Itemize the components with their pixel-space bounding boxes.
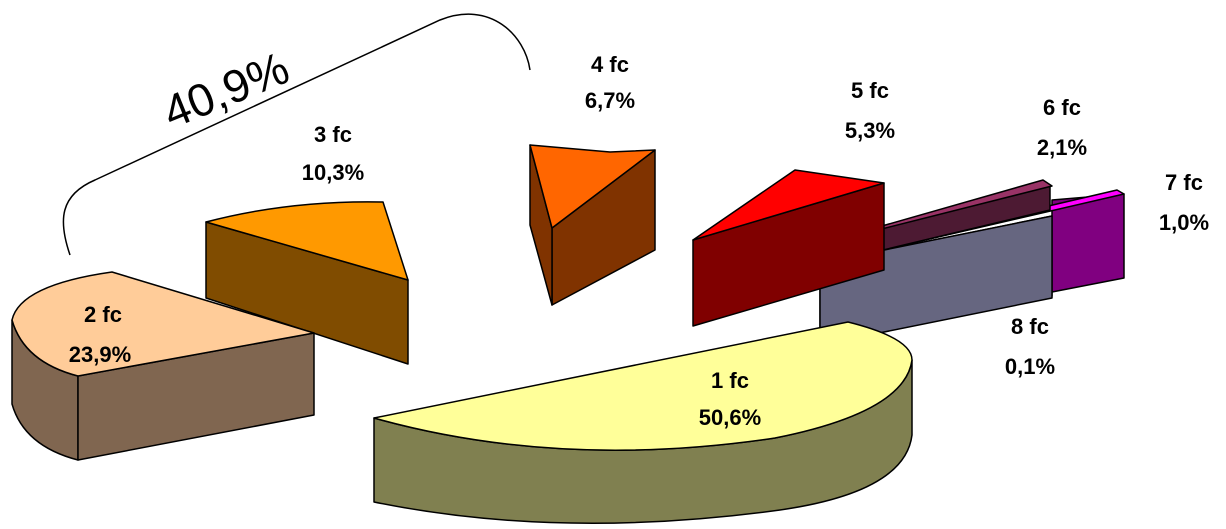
slice-8-value-label: 0,1%: [1005, 354, 1055, 379]
slice-5-fc: [692, 169, 885, 327]
slice-6-fc: [832, 179, 1053, 263]
slice-2-value-label: 23,9%: [69, 342, 131, 367]
slice-2-category-label: 2 fc: [84, 302, 122, 327]
slice-3-fc: [205, 201, 409, 365]
slice-1-category-label: 1 fc: [711, 368, 749, 393]
slice-4-top: [529, 144, 656, 229]
slice-8-category-label: 8 fc: [1011, 314, 1049, 339]
slice-6-category-label: 6 fc: [1043, 95, 1081, 120]
slice-labels: 1 fc 50,6% 2 fc 23,9% 3 fc 10,3% 4 fc 6,…: [69, 52, 1209, 430]
slice-2-fc: [11, 271, 315, 461]
slice-5-category-label: 5 fc: [851, 78, 889, 103]
slice-1-value-label: 50,6%: [699, 405, 761, 430]
slice-3-category-label: 3 fc: [314, 122, 352, 147]
slice-4-category-label: 4 fc: [591, 52, 629, 77]
slice-7-value-label: 1,0%: [1159, 210, 1209, 235]
slice-5-top: [692, 169, 885, 241]
slice-7-category-label: 7 fc: [1165, 170, 1203, 195]
slice-5-value-label: 5,3%: [845, 118, 895, 143]
slice-8-front: [819, 215, 1053, 346]
slice-3-top: [205, 201, 409, 281]
group-bracket: [62, 13, 531, 256]
slice-2-top: [11, 271, 315, 377]
slice-4-fc: [529, 144, 656, 306]
slice-4-value-label: 6,7%: [585, 88, 635, 113]
group-annotation-label: 40,9%: [156, 41, 296, 138]
slice-6-value-label: 2,1%: [1037, 135, 1087, 160]
slice-1-top: [373, 321, 913, 451]
slice-3-value-label: 10,3%: [302, 160, 364, 185]
slice-1-fc: [373, 321, 913, 524]
